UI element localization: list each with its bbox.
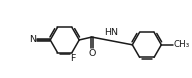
Text: F: F bbox=[70, 54, 76, 63]
Text: CH₃: CH₃ bbox=[174, 40, 190, 49]
Text: HN: HN bbox=[104, 28, 118, 37]
Text: O: O bbox=[88, 49, 95, 58]
Text: N: N bbox=[29, 35, 36, 44]
